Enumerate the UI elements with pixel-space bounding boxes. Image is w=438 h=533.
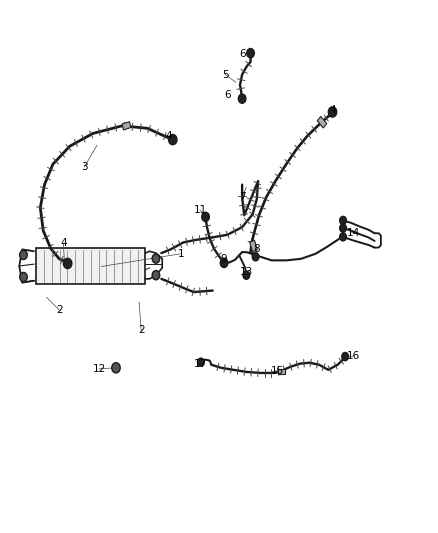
Circle shape bbox=[340, 233, 346, 241]
Text: 4: 4 bbox=[60, 238, 67, 248]
Text: 15: 15 bbox=[271, 366, 285, 376]
Text: 4: 4 bbox=[329, 106, 336, 116]
Text: 16: 16 bbox=[347, 351, 360, 361]
Text: 2: 2 bbox=[56, 305, 63, 315]
Polygon shape bbox=[122, 122, 131, 130]
Circle shape bbox=[252, 253, 259, 261]
Circle shape bbox=[342, 352, 349, 361]
Circle shape bbox=[238, 94, 246, 103]
Text: 5: 5 bbox=[222, 70, 229, 79]
Text: 17: 17 bbox=[194, 359, 207, 369]
Text: 11: 11 bbox=[194, 205, 207, 215]
Text: 1: 1 bbox=[178, 249, 184, 259]
Circle shape bbox=[112, 362, 120, 373]
Circle shape bbox=[202, 212, 209, 222]
Text: 2: 2 bbox=[138, 326, 145, 335]
Circle shape bbox=[247, 49, 254, 58]
Circle shape bbox=[328, 107, 337, 117]
Polygon shape bbox=[317, 116, 327, 128]
Circle shape bbox=[64, 259, 72, 269]
Circle shape bbox=[20, 272, 27, 281]
Text: 14: 14 bbox=[347, 228, 360, 238]
Text: 6: 6 bbox=[239, 49, 245, 59]
Circle shape bbox=[243, 271, 250, 279]
Circle shape bbox=[198, 358, 204, 366]
Circle shape bbox=[169, 134, 177, 145]
Circle shape bbox=[220, 259, 228, 268]
Text: 3: 3 bbox=[81, 161, 88, 172]
Circle shape bbox=[20, 251, 27, 260]
Circle shape bbox=[340, 224, 346, 232]
Text: 8: 8 bbox=[254, 244, 260, 254]
Polygon shape bbox=[278, 369, 285, 374]
Circle shape bbox=[340, 216, 346, 224]
Text: 4: 4 bbox=[165, 131, 172, 141]
Text: 6: 6 bbox=[224, 90, 231, 100]
Text: 12: 12 bbox=[92, 364, 106, 374]
Text: 13: 13 bbox=[240, 266, 253, 277]
Text: 7: 7 bbox=[239, 192, 245, 203]
Circle shape bbox=[152, 271, 160, 280]
Bar bbox=[36, 247, 145, 285]
Circle shape bbox=[152, 254, 160, 263]
Text: 9: 9 bbox=[220, 254, 226, 264]
Polygon shape bbox=[250, 240, 257, 252]
